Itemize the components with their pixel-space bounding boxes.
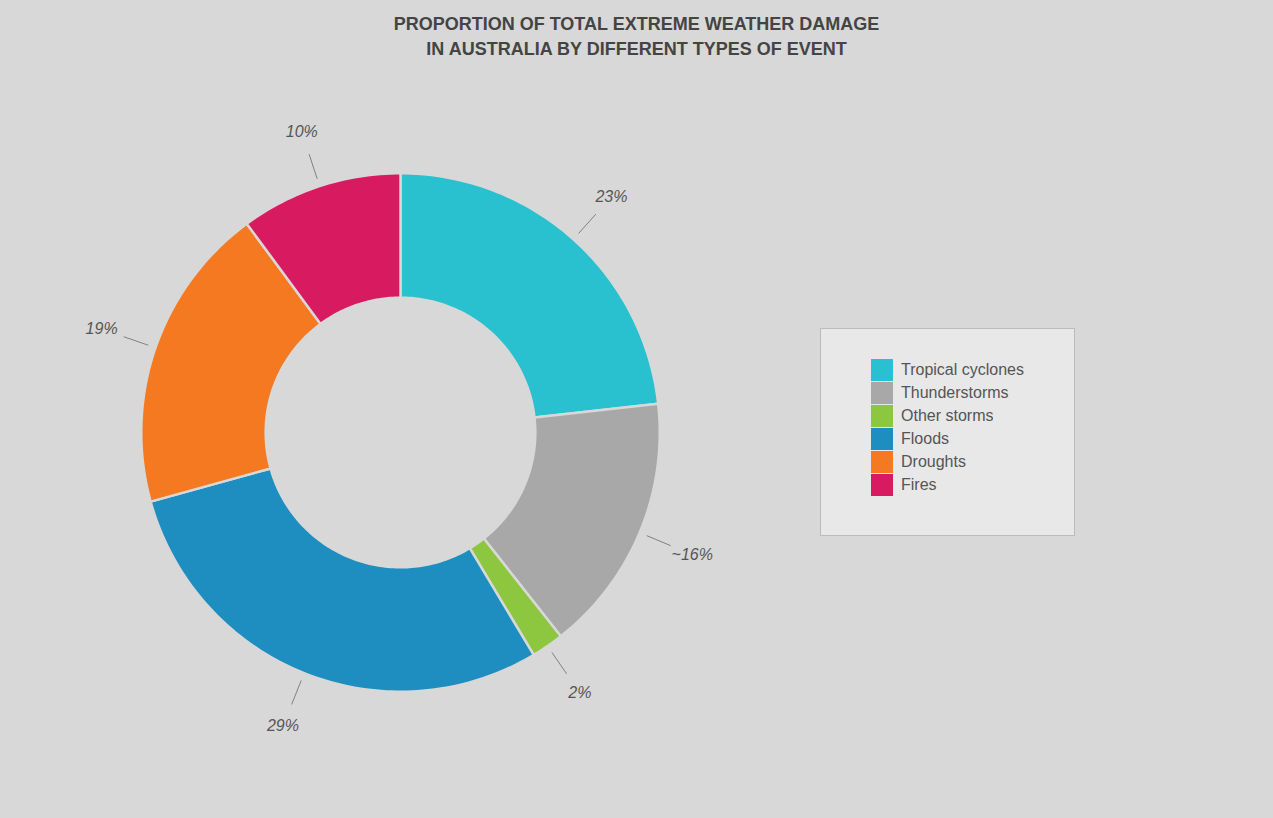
svg-text:19%: 19% [86,320,118,337]
html-text:Thunderstorms: Thunderstorms [901,384,1009,401]
svg-text:~16%: ~16% [672,546,713,563]
html-text:PROPORTION OF TOTAL EXTREME WE: PROPORTION OF TOTAL EXTREME WEATHER DAMA… [393,14,880,60]
html-text:Tropical cyclones: Tropical cyclones [901,361,1024,378]
html-text:Droughts: Droughts [901,453,966,470]
html-text:Other storms: Other storms [901,407,994,424]
svg-text:2%: 2% [567,684,591,701]
svg-text:29%: 29% [266,717,299,734]
svg-text:10%: 10% [286,123,318,140]
html-text:Floods: Floods [901,430,949,447]
html-text:Fires: Fires [901,476,937,493]
svg-text:23%: 23% [594,188,627,205]
